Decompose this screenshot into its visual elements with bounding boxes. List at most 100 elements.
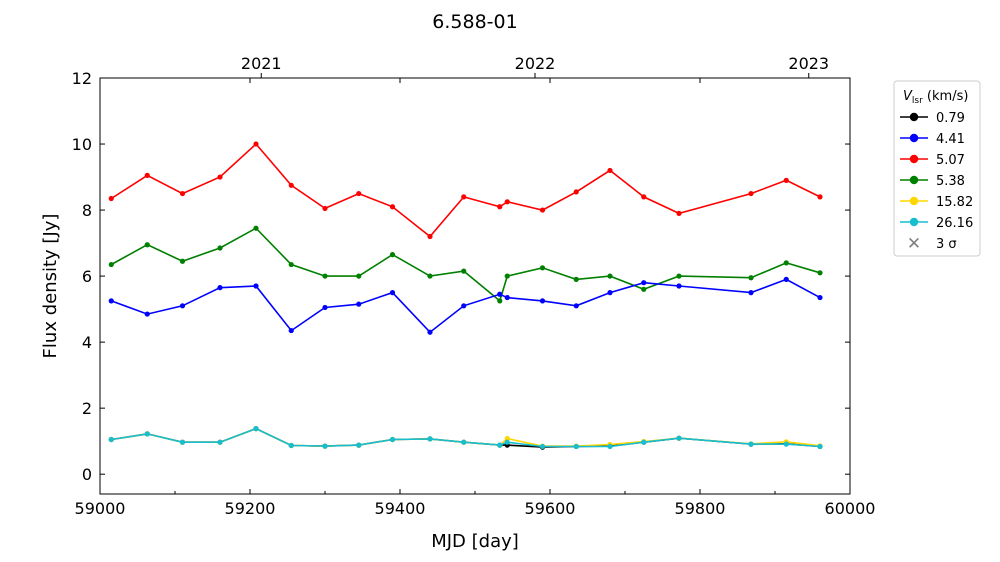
series-26.16: [108, 426, 823, 450]
data-point: [427, 233, 433, 240]
data-point: [389, 436, 396, 443]
x-tick-label: 59600: [525, 499, 576, 518]
data-point: [817, 294, 823, 301]
data-point: [748, 275, 754, 281]
legend-label: 0.79: [936, 111, 965, 126]
legend-title-v: V: [903, 89, 913, 104]
data-point: [144, 311, 150, 317]
data-point: [573, 443, 579, 450]
legend-entry-3sigma: ✕ 3 σ: [907, 234, 957, 254]
legend-3sigma-label: 3 σ: [936, 237, 957, 252]
data-point: [573, 189, 579, 195]
data-point: [504, 294, 510, 301]
data-point: [108, 298, 114, 304]
data-point: [461, 194, 467, 200]
series-line: [111, 427, 821, 448]
data-point: [641, 439, 647, 445]
data-point: [389, 204, 396, 210]
series-4.41: [108, 276, 823, 335]
series-line: [110, 227, 821, 303]
data-point: [607, 290, 613, 296]
legend-items: 0.79 4.41 5.07 5.38 15.82 26.16: [900, 111, 973, 231]
data-point: [356, 442, 362, 448]
legend-marker: [909, 196, 919, 206]
data-point: [144, 242, 150, 248]
year-tick-label: 2021: [241, 54, 282, 73]
legend-title-unit: (km/s): [923, 89, 969, 104]
data-point: [573, 276, 579, 282]
data-point: [356, 301, 362, 307]
data-point: [504, 273, 510, 279]
data-point: [253, 225, 259, 231]
data-point: [179, 439, 186, 445]
legend-label: 4.41: [936, 132, 965, 147]
data-point: [783, 276, 789, 282]
data-point: [676, 273, 682, 279]
data-point: [253, 141, 259, 147]
series-5.07: [108, 141, 823, 240]
data-point: [539, 298, 546, 304]
data-point: [817, 194, 823, 200]
plot-frame: [99, 77, 851, 495]
data-point: [641, 280, 647, 286]
data-point: [504, 199, 510, 205]
data-point: [607, 167, 613, 174]
legend-box: [893, 80, 981, 257]
data-point: [504, 435, 510, 442]
legend-entry: 5.07: [900, 153, 965, 168]
data-point: [288, 442, 294, 449]
data-point: [356, 273, 362, 279]
legend-entry: 0.79: [900, 111, 965, 126]
legend-3sigma-marker: ✕: [907, 234, 921, 254]
data-point: [322, 304, 328, 311]
x-tick-label: 59400: [375, 499, 426, 518]
data-point: [108, 261, 114, 268]
y-tick-label: 0: [82, 465, 92, 484]
data-point: [108, 436, 114, 443]
data-point: [322, 443, 328, 449]
y-axis-label: Flux density [Jy]: [40, 214, 61, 359]
y-tick-label: 12: [72, 69, 92, 88]
data-point: [817, 270, 823, 276]
data-point: [356, 190, 362, 197]
data-point: [504, 439, 510, 445]
legend: Vlsr (km/s) 0.79 4.41 5.07 5.38 15.82 26.16 ✕…: [893, 80, 981, 257]
legend-marker: [909, 154, 919, 164]
x-tick-label: 60000: [825, 499, 876, 518]
data-point: [461, 303, 467, 309]
series-line: [110, 142, 821, 238]
legend-title: Vlsr (km/s): [903, 89, 968, 106]
data-point: [322, 205, 328, 212]
data-point: [288, 182, 294, 188]
data-point: [676, 283, 682, 289]
y-tick-label: 4: [82, 333, 92, 352]
year-tick-label: 2022: [515, 54, 556, 73]
y-tick-label: 8: [82, 201, 92, 220]
data-point: [427, 329, 433, 335]
year-tick-label: 2023: [788, 54, 829, 73]
data-point: [748, 190, 754, 197]
data-point: [573, 303, 579, 309]
data-point: [497, 291, 503, 297]
axes-layer: 59000 59200 59400 59600 59800 60000 0 2 4 6 8 10 12 2…: [72, 54, 876, 518]
data-point: [497, 204, 503, 210]
data-point: [144, 172, 150, 178]
legend-label: 5.07: [936, 153, 965, 168]
legend-label: 5.38: [936, 174, 965, 189]
data-point: [641, 194, 647, 200]
data-point: [607, 443, 613, 450]
data-point: [539, 265, 546, 271]
data-point: [783, 260, 789, 266]
data-point: [389, 252, 396, 258]
data-point: [748, 290, 754, 296]
data-point: [461, 268, 467, 274]
data-point: [217, 245, 223, 251]
legend-label: 26.16: [936, 216, 973, 231]
data-point: [179, 258, 186, 264]
legend-entry: 26.16: [900, 216, 973, 231]
data-point: [748, 441, 754, 447]
data-point: [253, 426, 259, 432]
legend-marker: [909, 175, 919, 185]
data-point: [427, 273, 433, 279]
